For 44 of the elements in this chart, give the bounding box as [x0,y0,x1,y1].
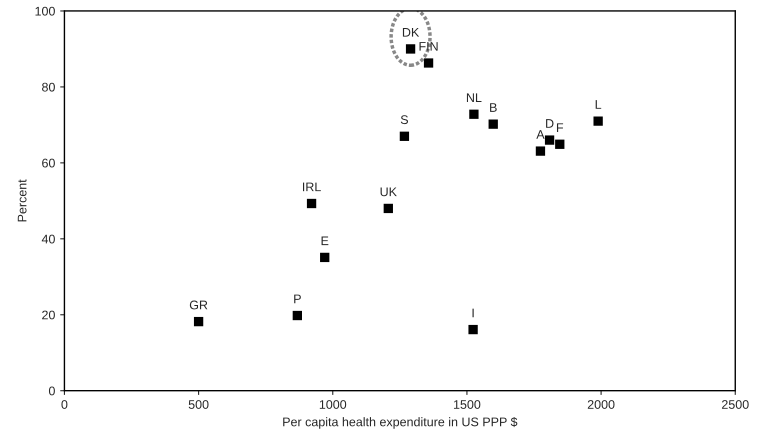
x-tick-label: 1500 [454,400,480,409]
annotation: B [490,103,497,112]
annotation: L [596,100,602,109]
point [469,110,479,119]
y-tick-label: 100 [36,6,55,16]
point [468,324,478,334]
point [424,58,434,68]
x-tick-label: 0 [61,400,68,409]
point [194,316,204,326]
annotation: E [322,236,328,246]
x-tick-label: 2500 [722,400,749,409]
point [292,310,302,320]
x-tick-label: 1000 [320,400,346,409]
annotation: P [294,294,301,304]
point [488,119,498,129]
point [384,204,393,214]
point [306,198,316,208]
annotation: FIN [420,42,438,51]
annotation: D [546,119,554,128]
y-tick-label: 0 [48,386,55,396]
annotation: IRL [302,182,321,192]
annotation: GR [190,300,208,310]
point [593,116,603,126]
annotation: NL [466,93,482,102]
x-tick-label: 500 [188,400,209,409]
point [555,140,564,149]
point [400,132,410,141]
y-tick-label: 80 [42,82,55,92]
point [536,146,546,156]
annotation: UK [380,188,397,196]
annotation: F [556,123,564,132]
point [544,135,554,145]
point [406,44,416,54]
annotation: A [536,130,545,139]
x-axis-title: Per capita health expenditure in US PPP $ [283,416,518,429]
x-tick-label: 2000 [588,400,615,409]
y-tick-label: 60 [42,158,55,168]
y-axis-title: Percent [18,179,27,222]
y-tick-label: 20 [42,310,55,320]
annotation: I [472,308,474,318]
annotation: S [400,115,408,124]
annotation: DK [402,28,420,37]
point [320,252,330,262]
y-tick-label: 40 [42,234,55,244]
